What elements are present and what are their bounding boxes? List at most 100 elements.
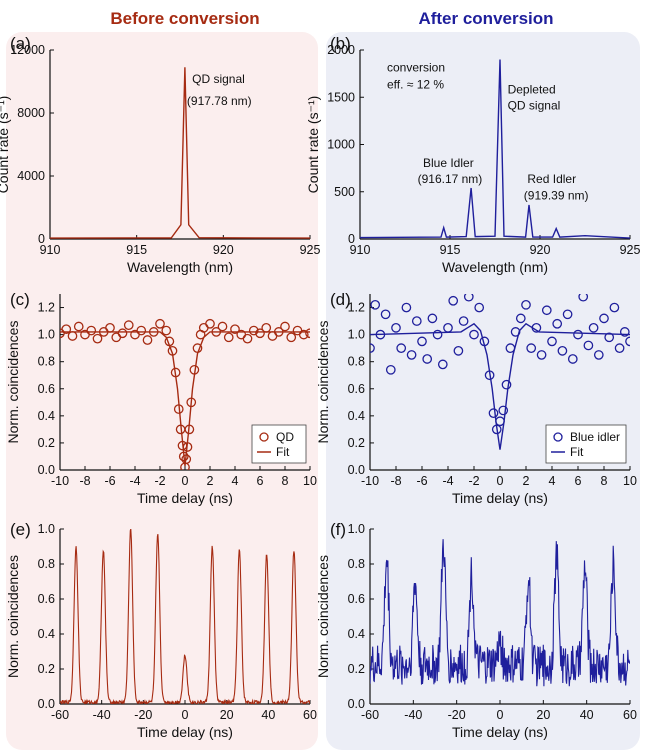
x-tick-label: -4 xyxy=(129,474,140,488)
x-tick-label: -6 xyxy=(416,474,427,488)
data-point xyxy=(370,343,375,354)
data-point xyxy=(614,343,625,354)
y-axis-label: Norm. coincidences xyxy=(315,555,331,678)
x-tick-label: 920 xyxy=(213,243,234,257)
data-point xyxy=(448,295,459,306)
y-tick-label: 0.0 xyxy=(38,697,55,711)
data-point xyxy=(578,294,589,302)
x-tick-label: 20 xyxy=(536,708,550,722)
series-line xyxy=(360,59,630,239)
data-point xyxy=(380,309,391,320)
right-column-title: After conversion xyxy=(418,9,553,28)
y-tick-label: 0 xyxy=(348,232,355,246)
data-point xyxy=(453,346,464,356)
x-tick-label: -4 xyxy=(442,474,453,488)
data-point xyxy=(474,302,485,313)
data-point xyxy=(573,329,583,340)
plot-area xyxy=(370,539,630,687)
data-point xyxy=(61,324,72,335)
x-tick-label: 0 xyxy=(182,474,189,488)
panel-label: (d) xyxy=(330,290,351,309)
y-tick-label: 0.4 xyxy=(38,409,55,423)
legend-box xyxy=(545,424,627,464)
data-point xyxy=(286,332,297,343)
x-tick-label: 0 xyxy=(182,708,189,722)
y-tick-label: 0.6 xyxy=(348,382,365,396)
plot-area xyxy=(370,294,630,450)
panel-label: (c) xyxy=(10,290,30,309)
data-point xyxy=(142,335,153,345)
annotation: (919.39 nm) xyxy=(524,188,589,202)
panel-c: (c) -10 -8 -6 -4 -2 0 2 4 6 8 10 0.0 0.2 0.4 0.6 0.8 1.0 1… xyxy=(5,290,317,506)
data-point xyxy=(161,325,172,336)
data-point xyxy=(385,364,396,375)
panel-f: (f) -60 -40 -20 0 20 40 60 0.0 0.2 0.4 0.6 0.8 1.0 Tim… xyxy=(315,520,637,740)
y-tick-label: 0.6 xyxy=(38,382,55,396)
x-axis-label: Wavelength (nm) xyxy=(127,259,233,275)
annotation: Red Idler xyxy=(527,172,576,186)
panel-e: (e) -60 -40 -20 0 20 40 60 0.0 0.2 0.4 0.6 0.8 1.0 Tim… xyxy=(5,520,317,740)
data-point xyxy=(536,350,547,360)
y-tick-label: 0.4 xyxy=(348,627,365,641)
y-tick-label: 0.2 xyxy=(348,662,365,676)
x-tick-label: 920 xyxy=(530,243,551,257)
data-point xyxy=(609,302,620,313)
y-tick-label: 1.0 xyxy=(38,328,55,342)
x-tick-label: 40 xyxy=(580,708,594,722)
y-tick-label: 0.8 xyxy=(38,557,55,571)
data-point xyxy=(422,354,433,364)
data-point xyxy=(280,321,290,332)
y-tick-label: 1.2 xyxy=(38,301,55,315)
data-point xyxy=(406,350,417,360)
y-tick-label: 1000 xyxy=(327,138,355,152)
y-tick-label: 0.0 xyxy=(348,463,365,477)
x-tick-label: -8 xyxy=(79,474,90,488)
data-point xyxy=(396,343,407,354)
y-tick-label: 0.2 xyxy=(38,436,55,450)
annotation: conversion xyxy=(387,61,445,75)
data-point xyxy=(552,318,563,329)
y-tick-label: 0 xyxy=(38,232,45,246)
data-point xyxy=(73,321,84,332)
y-axis-label: Count rate (s⁻¹) xyxy=(305,96,321,194)
panels: (a)910 915 920 92504000800012000Wavelength … xyxy=(0,34,640,740)
data-point xyxy=(370,299,381,310)
x-tick-label: -20 xyxy=(134,708,152,722)
x-axis-label: Time delay (ns) xyxy=(137,724,233,740)
y-tick-label: 0.4 xyxy=(38,627,55,641)
panel-label: (f) xyxy=(330,520,346,539)
annotation: QD signal xyxy=(192,72,245,86)
data-point xyxy=(117,328,128,339)
annotation: (917.78 nm) xyxy=(187,94,252,108)
data-point xyxy=(515,313,526,324)
data-point xyxy=(248,325,259,336)
series-line-fit xyxy=(370,322,630,450)
data-point xyxy=(501,379,512,390)
panel-d: (d) -10 -8 -6 -4 -2 0 2 4 6 8 10 0.0 0.2 0.4 0.6 0.8 1.0 1… xyxy=(315,290,637,506)
data-point xyxy=(255,328,265,339)
y-tick-label: 2000 xyxy=(327,43,355,57)
y-tick-label: 0.2 xyxy=(38,662,55,676)
data-point xyxy=(217,321,228,332)
data-point xyxy=(583,340,594,351)
y-axis-label: Norm. coincidences xyxy=(5,555,21,678)
panel-label: (e) xyxy=(10,520,31,539)
x-axis-label: Time delay (ns) xyxy=(452,490,548,506)
x-tick-label: -60 xyxy=(51,708,69,722)
x-tick-label: 6 xyxy=(257,474,264,488)
x-tick-label: -10 xyxy=(51,474,69,488)
legend-marker xyxy=(553,432,563,442)
x-tick-label: -8 xyxy=(390,474,401,488)
panel-label: (a) xyxy=(10,34,31,53)
right-column-background xyxy=(326,32,640,750)
data-point xyxy=(123,320,134,330)
x-tick-label: -2 xyxy=(468,474,479,488)
data-point xyxy=(567,354,578,364)
data-point xyxy=(588,322,599,333)
x-tick-label: -60 xyxy=(361,708,379,722)
annotation: Depleted xyxy=(508,82,556,96)
y-tick-label: 0.8 xyxy=(348,557,365,571)
y-tick-label: 0.8 xyxy=(348,355,365,369)
